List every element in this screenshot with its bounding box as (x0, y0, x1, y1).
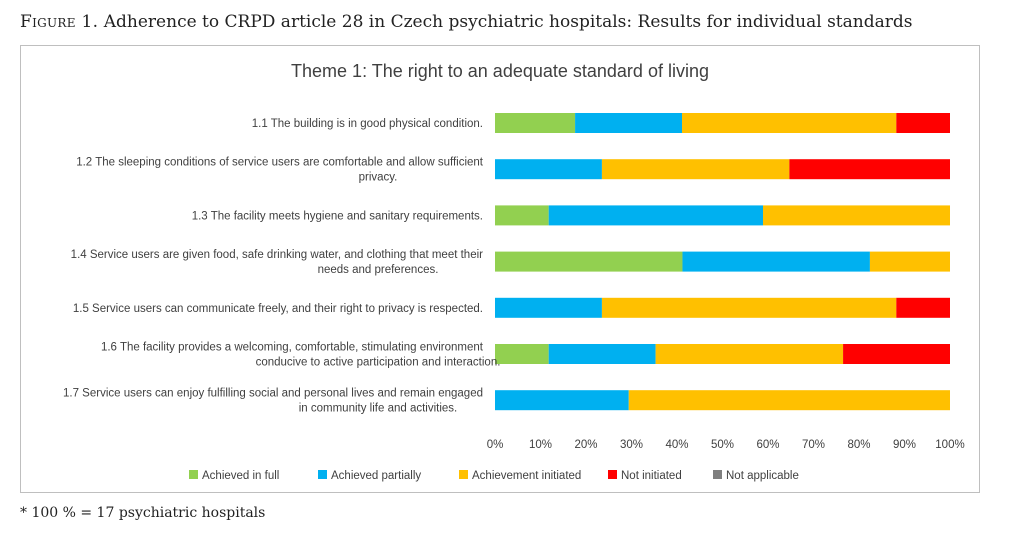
x-tick-label: 90% (893, 439, 916, 451)
bar-segment-7-achievement-initiated (628, 390, 950, 411)
legend-label-achieved-partially: Achieved partially (331, 470, 421, 482)
bar-segment-6-achieved-in-full (495, 344, 549, 364)
chart-title: Theme 1: The right to an adequate standa… (291, 61, 709, 81)
bar-segment-4-achievement-initiated (869, 251, 950, 272)
stacked-bar-chart: Theme 1: The right to an adequate standa… (63, 61, 965, 482)
bar-segment-6-not-initiated (843, 344, 950, 364)
legend-swatch-achieved-partially (318, 470, 327, 479)
figure-caption-text: Adherence to CRPD article 28 in Czech ps… (103, 12, 913, 32)
bar-segment-6-achieved-partially (548, 344, 656, 364)
category-label-6: 1.6 The facility provides a welcoming, c… (101, 342, 500, 369)
chart-frame: Theme 1: The right to an adequate standa… (20, 45, 980, 493)
x-tick-label: 60% (756, 439, 779, 451)
bar-segment-6-achievement-initiated (655, 344, 844, 364)
bar-segment-2-achievement-initiated (601, 159, 790, 180)
category-label-7: 1.7 Service users can enjoy fulfilling s… (63, 388, 483, 415)
legend-swatch-not-applicable (713, 470, 722, 479)
x-tick-label: 10% (529, 439, 552, 451)
legend-label-achievement-initiated: Achievement initiated (472, 470, 581, 482)
bar-segment-4-achieved-partially (682, 251, 870, 272)
footnote: * 100 % = 17 psychiatric hospitals (20, 505, 266, 521)
bar-segment-1-not-initiated (896, 113, 950, 133)
legend-swatch-achievement-initiated (459, 470, 468, 479)
bar-segment-3-achievement-initiated (762, 205, 950, 226)
bar-segment-5-achievement-initiated (601, 297, 897, 318)
bar-segment-5-achieved-partially (495, 297, 602, 318)
bar-segment-7-achieved-partially (495, 390, 629, 411)
x-tick-label: 100% (935, 439, 964, 451)
legend-label-not-initiated: Not initiated (621, 470, 682, 482)
bar-segment-5-not-initiated (896, 297, 950, 318)
x-tick-label: 20% (574, 439, 597, 451)
x-tick-label: 50% (711, 439, 734, 451)
x-tick-label: 0% (487, 439, 504, 451)
x-tick-label: 30% (620, 439, 643, 451)
legend-swatch-not-initiated (608, 470, 617, 479)
bar-segment-2-not-initiated (789, 159, 950, 180)
legend-label-not-applicable: Not applicable (726, 470, 799, 482)
category-label-3: 1.3 The facility meets hygiene and sanit… (192, 210, 483, 222)
bar-segment-2-achieved-partially (495, 159, 602, 180)
bar-segment-1-achievement-initiated (682, 113, 897, 133)
x-tick-label: 40% (665, 439, 688, 451)
figure-caption: Figure 1. Adherence to CRPD article 28 i… (20, 12, 912, 32)
category-label-4: 1.4 Service users are given food, safe d… (71, 249, 483, 276)
x-tick-label: 70% (802, 439, 825, 451)
bar-segment-3-achieved-in-full (495, 205, 549, 226)
legend-label-achieved-in-full: Achieved in full (202, 470, 279, 482)
category-label-5: 1.5 Service users can communicate freely… (73, 303, 483, 315)
bar-segment-1-achieved-in-full (495, 113, 576, 133)
category-label-1: 1.1 The building is in good physical con… (252, 118, 483, 130)
legend-swatch-achieved-in-full (189, 470, 198, 479)
x-tick-label: 80% (847, 439, 870, 451)
bar-segment-4-achieved-in-full (495, 251, 683, 272)
bar-segment-3-achieved-partially (548, 205, 763, 226)
figure-label: Figure 1. (20, 12, 99, 32)
category-label-2: 1.2 The sleeping conditions of service u… (76, 157, 484, 184)
bar-segment-1-achieved-partially (575, 113, 683, 133)
